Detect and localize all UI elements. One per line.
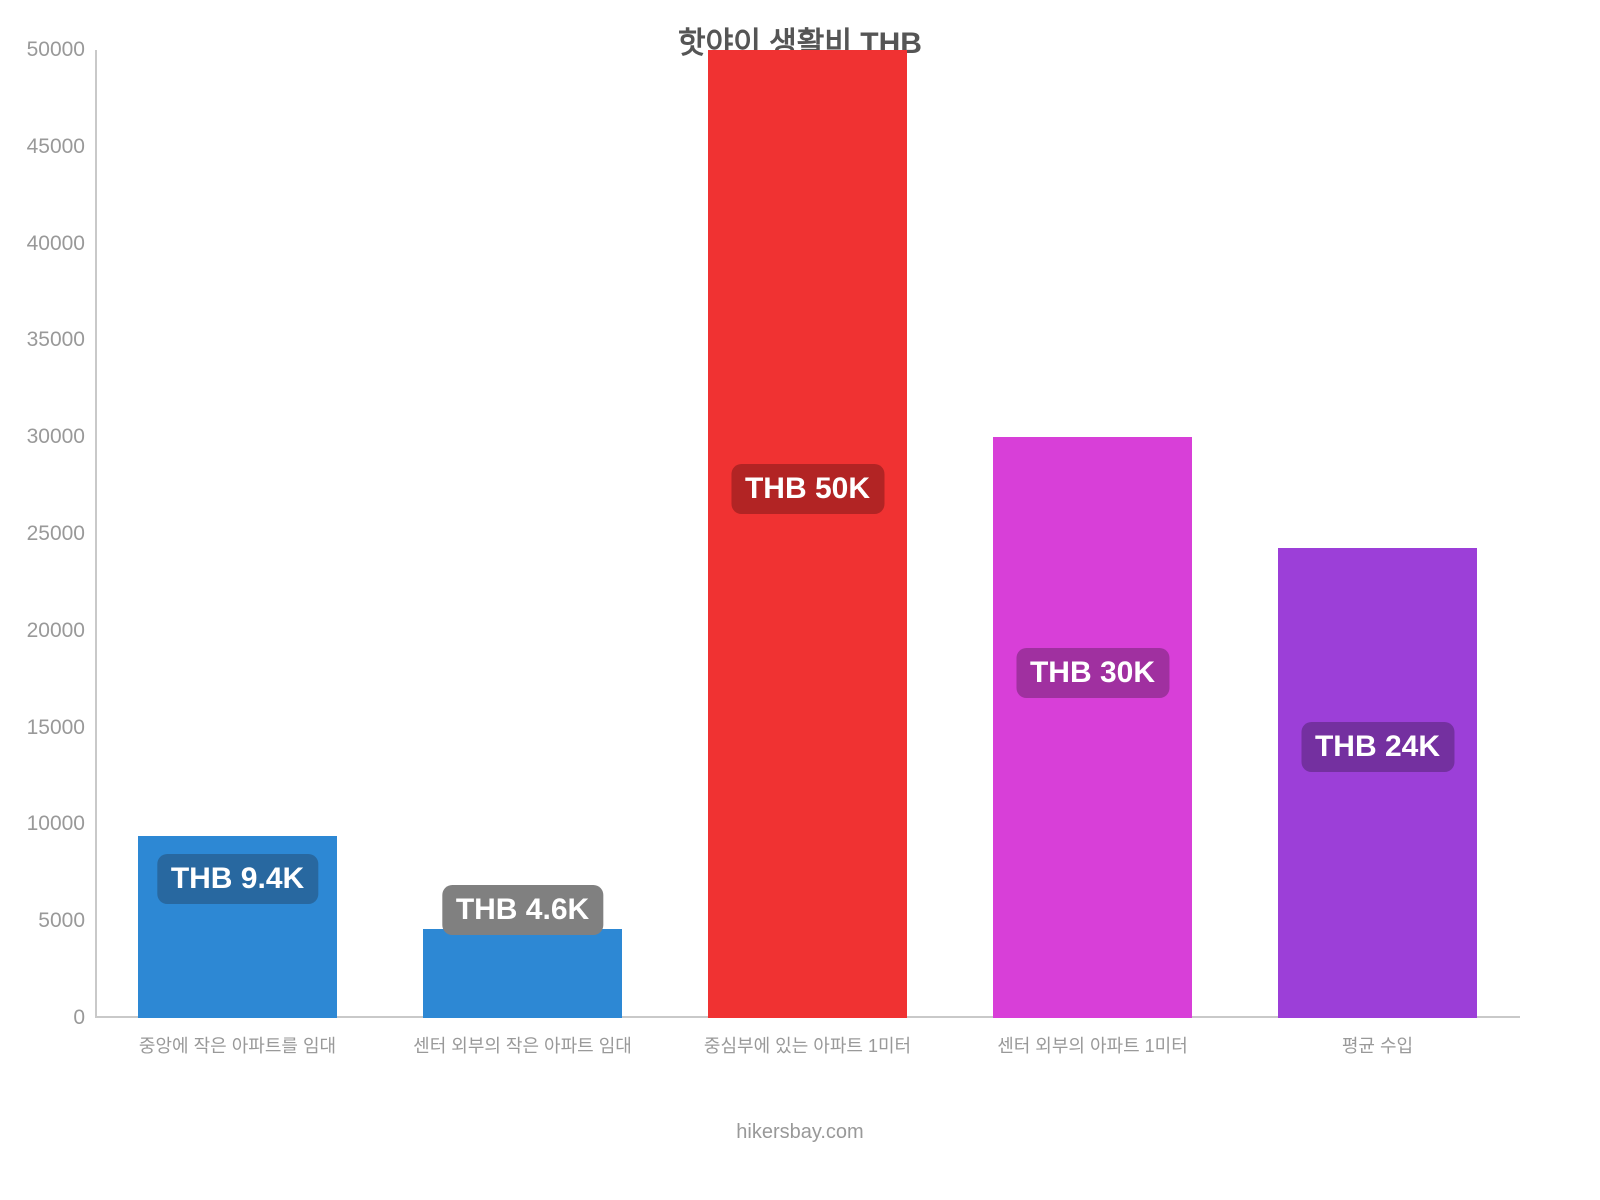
y-axis (95, 50, 97, 1018)
bar (423, 929, 623, 1018)
value-badge: THB 24K (1301, 722, 1454, 772)
value-badge: THB 50K (731, 464, 884, 514)
x-tick-label: 평균 수입 (1342, 1018, 1413, 1058)
value-badge: THB 9.4K (157, 854, 318, 904)
x-tick-label: 중앙에 작은 아파트를 임대 (139, 1018, 336, 1058)
plot-area: 0500010000150002000025000300003500040000… (95, 50, 1520, 1018)
bar (993, 437, 1193, 1018)
y-tick-label: 20000 (27, 619, 95, 643)
y-tick-label: 25000 (27, 522, 95, 546)
y-tick-label: 15000 (27, 716, 95, 740)
y-tick-label: 10000 (27, 812, 95, 836)
bar (1278, 548, 1478, 1018)
y-tick-label: 45000 (27, 135, 95, 159)
value-badge: THB 30K (1016, 648, 1169, 698)
value-badge: THB 4.6K (442, 885, 603, 935)
y-tick-label: 5000 (38, 909, 95, 933)
y-tick-label: 30000 (27, 425, 95, 449)
bar (708, 50, 908, 1018)
x-tick-label: 센터 외부의 작은 아파트 임대 (413, 1018, 632, 1058)
x-tick-label: 센터 외부의 아파트 1미터 (997, 1018, 1188, 1058)
attribution-text: hikersbay.com (0, 1121, 1600, 1144)
y-tick-label: 35000 (27, 328, 95, 352)
y-tick-label: 50000 (27, 38, 95, 62)
y-tick-label: 0 (73, 1006, 95, 1030)
chart-container: 핫야이 생활비 THB 0500010000150002000025000300… (0, 0, 1600, 1200)
y-tick-label: 40000 (27, 232, 95, 256)
x-tick-label: 중심부에 있는 아파트 1미터 (704, 1018, 911, 1058)
